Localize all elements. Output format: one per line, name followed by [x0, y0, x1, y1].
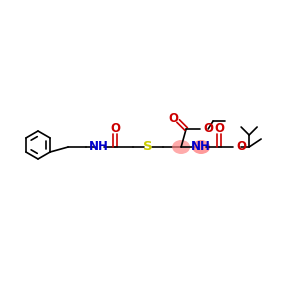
- Text: NH: NH: [89, 140, 109, 154]
- Text: O: O: [110, 122, 120, 134]
- Text: O: O: [236, 140, 246, 154]
- Text: O: O: [203, 122, 213, 136]
- Text: O: O: [214, 122, 224, 134]
- Text: O: O: [168, 112, 178, 124]
- Ellipse shape: [192, 140, 210, 154]
- Ellipse shape: [172, 140, 190, 154]
- Text: S: S: [143, 140, 153, 154]
- Text: NH: NH: [191, 140, 211, 154]
